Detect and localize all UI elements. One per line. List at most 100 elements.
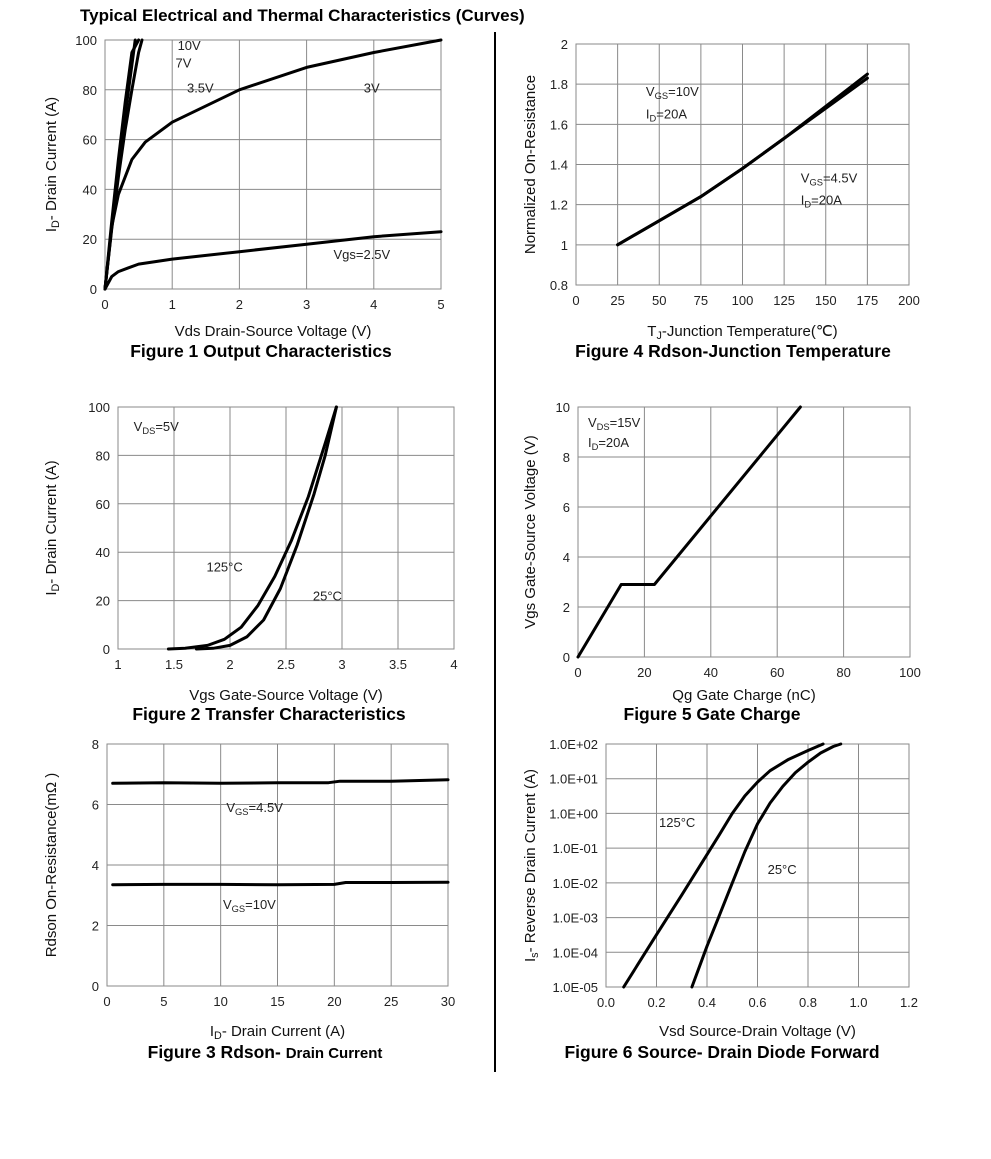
plot-frame <box>575 43 910 286</box>
y-tick-label: 8 <box>92 737 99 752</box>
x-tick-label: 40 <box>704 665 718 680</box>
x-tick-label: 0 <box>572 293 579 308</box>
x-tick-label: 0.4 <box>698 995 716 1010</box>
x-tick-label: 3.5 <box>389 657 407 672</box>
x-tick-label: 0.2 <box>647 995 665 1010</box>
series-annotation: 7V <box>176 55 192 70</box>
series-line <box>616 76 869 247</box>
x-tick-label: 150 <box>815 293 837 308</box>
series-annotation: 10V <box>178 38 201 53</box>
figure-caption: Figure 4 Rdson-Junction Temperature <box>575 341 891 361</box>
y-axis-label: Vgs Gate-Source Voltage (V) <box>522 435 539 628</box>
x-tick-label: 60 <box>770 665 784 680</box>
y-tick-label: 1.0E+01 <box>549 772 598 787</box>
series-annotation: 3.5V <box>187 80 214 95</box>
figure-caption: Figure 6 Source- Drain Diode Forward <box>564 1042 879 1062</box>
series-line <box>111 778 450 785</box>
x-tick-label: 4 <box>450 657 457 672</box>
x-tick-label: 20 <box>327 994 341 1009</box>
x-tick-label: 4 <box>370 297 377 312</box>
x-tick-label: 100 <box>899 665 921 680</box>
y-tick-label: 1.0E-03 <box>552 911 598 926</box>
series-line <box>576 405 802 659</box>
y-tick-label: 4 <box>563 550 570 565</box>
figure-caption: Figure 1 Output Characteristics <box>130 341 392 361</box>
y-tick-label: 10 <box>556 400 570 415</box>
series-line <box>690 742 843 989</box>
y-tick-label: 0.8 <box>550 278 568 293</box>
x-axis-label: Qg Gate Charge (nC) <box>672 687 815 704</box>
series-annotation: VGS=10V <box>223 897 276 914</box>
series-annotation: 125°C <box>659 815 695 830</box>
x-tick-label: 5 <box>437 297 444 312</box>
y-tick-label: 60 <box>96 497 110 512</box>
chart-gate-charge: 0 20 40 60 80 100 0 2 4 6 8 10 Qg Gate Charge (nC) Vg… <box>522 400 921 724</box>
series-line <box>103 230 443 291</box>
series-annotation: 25°C <box>768 862 797 877</box>
chart-output-characteristics: 0 1 2 3 4 5 0 20 40 60 80 100 Vds Drain-Source Volta… <box>43 33 445 361</box>
series-annotation: VGS=4.5V <box>226 800 283 817</box>
x-tick-label: 20 <box>637 665 651 680</box>
series-annotation: ID=20A <box>801 193 842 210</box>
y-tick-label: 8 <box>563 450 570 465</box>
x-tick-label: 1.0 <box>849 995 867 1010</box>
series-line <box>194 405 338 651</box>
x-tick-label: 10 <box>213 994 227 1009</box>
x-tick-label: 2 <box>226 657 233 672</box>
series-annotation: ID=20A <box>646 106 687 123</box>
y-tick-label: 0 <box>103 642 110 657</box>
plot-frame <box>106 743 449 987</box>
y-axis-label: Is- Reverse Drain Current (A) <box>522 769 541 962</box>
series-annotation: VDS=5V <box>134 419 179 436</box>
y-tick-label: 1.2 <box>550 198 568 213</box>
y-tick-label: 1.0E-04 <box>552 945 598 960</box>
chart-rdson-junction-temperature: 0 25 50 75 100 125 150 175 200 0.8 1 1.2 1.4 1.6 1.8 2 T… <box>522 37 920 361</box>
chart-source-drain-diode-forward: 0.0 0.2 0.4 0.6 0.8 1.0 1.2 1.0E-05 1.0E-04 1.0E-… <box>522 737 918 1062</box>
series-annotation: Vgs=2.5V <box>333 247 390 262</box>
y-tick-label: 0 <box>563 650 570 665</box>
x-axis-label: Vsd Source-Drain Voltage (V) <box>659 1023 856 1040</box>
x-tick-label: 5 <box>160 994 167 1009</box>
y-tick-label: 80 <box>96 448 110 463</box>
y-tick-label: 100 <box>88 400 110 415</box>
y-tick-label: 1.4 <box>550 158 568 173</box>
x-tick-label: 175 <box>857 293 879 308</box>
x-tick-label: 80 <box>836 665 850 680</box>
x-axis-label: TJ-Junction Temperature(℃) <box>647 323 837 342</box>
y-tick-label: 60 <box>83 133 97 148</box>
figure-caption: Figure 3 Rdson- Drain Current <box>148 1042 383 1062</box>
y-tick-label: 1 <box>561 238 568 253</box>
x-tick-label: 1 <box>169 297 176 312</box>
figure-caption: Figure 2 Transfer Characteristics <box>132 704 406 724</box>
y-tick-label: 20 <box>83 232 97 247</box>
y-tick-label: 6 <box>563 500 570 515</box>
x-tick-label: 200 <box>898 293 920 308</box>
x-tick-label: 25 <box>384 994 398 1009</box>
x-tick-label: 0.0 <box>597 995 615 1010</box>
y-tick-label: 1.0E-01 <box>552 841 598 856</box>
x-tick-label: 1.5 <box>165 657 183 672</box>
x-tick-label: 100 <box>732 293 754 308</box>
y-tick-label: 80 <box>83 83 97 98</box>
y-axis-label: Rdson On-Resistance(mΩ ) <box>43 773 60 958</box>
y-axis-label: ID- Drain Current (A) <box>43 460 62 595</box>
series-annotation: ID=20A <box>588 435 629 452</box>
x-tick-label: 15 <box>270 994 284 1009</box>
x-tick-label: 2.5 <box>277 657 295 672</box>
column-divider <box>494 32 496 1072</box>
y-tick-label: 4 <box>92 858 99 873</box>
y-tick-label: 6 <box>92 798 99 813</box>
plot-frame <box>117 406 455 650</box>
plot-frame <box>577 406 911 658</box>
y-tick-label: 1.6 <box>550 117 568 132</box>
x-tick-label: 0.8 <box>799 995 817 1010</box>
chart-rdson-drain-current: 0 5 10 15 20 25 30 0 2 4 6 8 ID- Drain Current (A) Rd… <box>43 737 455 1062</box>
y-tick-label: 0 <box>92 979 99 994</box>
series-annotation: 125°C <box>206 560 242 575</box>
figure-caption: Figure 5 Gate Charge <box>624 704 801 724</box>
x-axis-label: Vds Drain-Source Voltage (V) <box>175 323 372 340</box>
x-tick-label: 1.2 <box>900 995 918 1010</box>
x-tick-label: 25 <box>610 293 624 308</box>
x-tick-label: 3 <box>338 657 345 672</box>
